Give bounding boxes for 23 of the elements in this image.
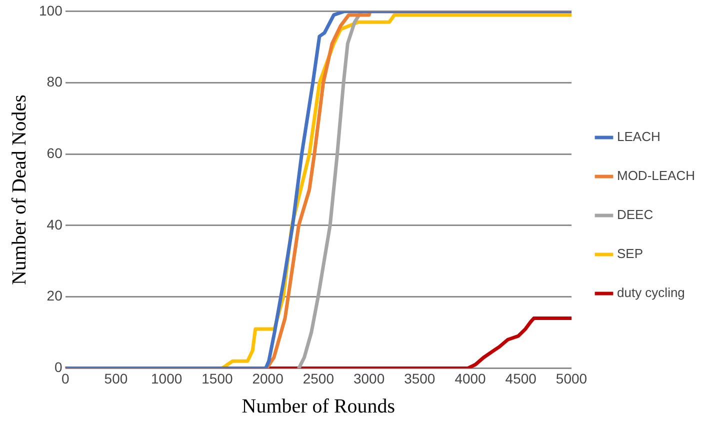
- x-tick-label: 5000: [556, 370, 588, 386]
- y-tick-label: 80: [46, 74, 63, 90]
- legend-label: MOD-LEACH: [616, 168, 696, 184]
- legend-label: LEACH: [616, 129, 660, 144]
- x-tick-label: 4000: [454, 370, 486, 386]
- legend-label: SEP: [616, 246, 644, 262]
- x-tick-label: 2000: [252, 370, 284, 386]
- x-tick-label: 1500: [202, 370, 233, 386]
- y-axis-title: Number of Dead Nodes: [8, 94, 30, 286]
- y-tick-label: 40: [46, 216, 63, 232]
- y-tick-label: 100: [39, 2, 63, 18]
- legend-label: DEEC: [616, 207, 654, 222]
- x-tick-label: 3000: [353, 370, 385, 386]
- x-tick-label: 1000: [151, 370, 182, 386]
- x-tick-label: 2500: [302, 370, 334, 386]
- x-tick-label: 4500: [505, 370, 537, 386]
- x-tick-label: 500: [104, 370, 128, 386]
- x-axis-title: Number of Rounds: [242, 395, 396, 418]
- y-tick-label: 60: [46, 144, 63, 161]
- y-tick-label: 20: [46, 288, 63, 304]
- y-tick-label: 0: [54, 359, 63, 376]
- x-tick-label: 3500: [404, 370, 436, 386]
- legend-label: duty cycling: [616, 285, 685, 300]
